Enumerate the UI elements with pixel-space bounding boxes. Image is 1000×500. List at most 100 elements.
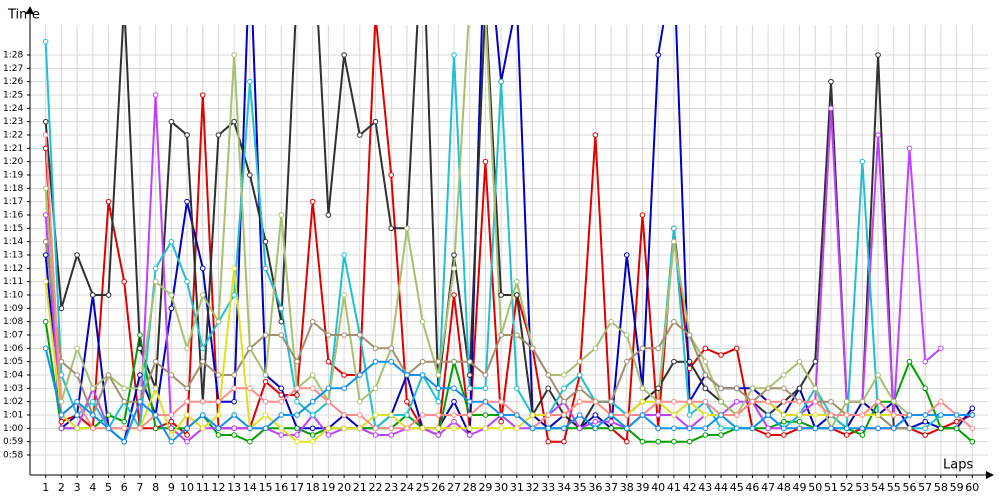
lap-marker (309, 385, 316, 392)
lap-marker (152, 425, 159, 432)
lap-marker (969, 405, 976, 412)
x-tick-label: 38 (620, 481, 634, 494)
lap-marker (545, 438, 552, 445)
x-tick-label: 39 (635, 481, 649, 494)
lap-marker (199, 292, 206, 298)
lap-marker (451, 358, 457, 365)
x-tick-label: 6 (121, 481, 128, 494)
lap-marker (168, 425, 175, 432)
lap-marker (42, 278, 49, 285)
lap-marker (262, 332, 269, 338)
lap-marker (451, 412, 457, 418)
lap-marker (467, 0, 472, 4)
lap-marker (938, 412, 944, 418)
lap-marker (247, 385, 253, 392)
lap-marker (796, 418, 803, 425)
lap-marker (592, 132, 599, 138)
lap-marker (514, 278, 520, 285)
lap-marker (121, 418, 128, 425)
lap-marker (262, 412, 269, 418)
x-tick-label: 35 (573, 481, 587, 494)
lap-marker (42, 252, 49, 258)
lap-marker (482, 398, 489, 405)
lap-marker (639, 345, 646, 352)
lap-marker (576, 412, 583, 418)
y-tick-label: 1:00 (3, 424, 23, 434)
lap-marker (435, 372, 442, 378)
y-tick-label: 1:28 (3, 51, 23, 61)
lap-marker (953, 412, 960, 418)
lap-marker (765, 398, 771, 405)
x-tick-label: 59 (950, 481, 964, 494)
lap-marker (859, 425, 866, 432)
lap-marker (231, 398, 237, 405)
lap-marker (843, 432, 850, 438)
lap-marker (969, 412, 976, 418)
lap-marker (152, 385, 159, 392)
lap-marker (419, 372, 426, 378)
x-tick-label: 49 (793, 481, 807, 494)
lap-marker (875, 425, 881, 432)
lap-marker (875, 398, 881, 405)
x-tick-label: 37 (604, 481, 618, 494)
lap-marker (435, 358, 442, 365)
lap-marker (938, 425, 944, 432)
lap-marker (466, 412, 473, 418)
lap-marker (702, 432, 709, 438)
lap-marker (435, 425, 442, 432)
lap-marker (702, 398, 709, 405)
lap-marker (231, 432, 237, 438)
lap-marker (372, 345, 379, 352)
lap-marker (372, 412, 379, 418)
y-tick-label: 1:22 (3, 131, 23, 141)
lap-marker (733, 425, 740, 432)
lap-marker (231, 425, 237, 432)
x-tick-label: 16 (274, 481, 288, 494)
x-tick-label: 2 (58, 481, 65, 494)
lap-marker (922, 418, 928, 425)
lap-marker (875, 372, 881, 378)
lap-marker (325, 358, 332, 365)
y-tick-label: 1:03 (3, 384, 23, 394)
x-tick-label: 29 (478, 481, 492, 494)
lap-marker (655, 438, 661, 445)
lap-marker (309, 432, 316, 438)
lap-marker (733, 345, 740, 352)
lap-marker (859, 158, 866, 165)
lap-marker (184, 278, 190, 285)
lap-marker (765, 385, 771, 392)
lap-marker (781, 398, 787, 405)
lap-marker (168, 238, 175, 245)
x-tick-label: 14 (243, 481, 257, 494)
lap-marker (184, 385, 190, 392)
x-tick-label: 9 (168, 481, 175, 494)
lap-marker (686, 358, 693, 365)
lap-marker (58, 425, 65, 432)
x-tick-label: 22 (369, 481, 383, 494)
lap-marker (906, 425, 913, 432)
lap-marker (90, 385, 96, 392)
lap-marker (137, 345, 143, 352)
lap-marker (655, 385, 661, 392)
lap-marker (953, 425, 960, 432)
lap-marker (309, 398, 316, 405)
lap-marker (686, 438, 693, 445)
lap-marker (702, 412, 709, 418)
lap-marker (247, 425, 253, 432)
y-tick-label: 1:01 (3, 411, 23, 421)
lap-marker (121, 425, 128, 432)
lap-marker (671, 238, 677, 245)
x-tick-label: 25 (416, 481, 430, 494)
lap-marker (58, 372, 65, 378)
lap-marker (623, 425, 630, 432)
lap-marker (137, 332, 143, 338)
lap-marker (168, 432, 175, 438)
lap-marker (514, 385, 520, 392)
x-tick-label: 42 (683, 481, 697, 494)
lap-marker (341, 52, 347, 58)
lap-marker (404, 398, 410, 405)
x-tick-label: 33 (541, 481, 555, 494)
lap-marker (309, 372, 316, 378)
lap-marker (938, 345, 944, 352)
lap-marker (294, 438, 300, 445)
